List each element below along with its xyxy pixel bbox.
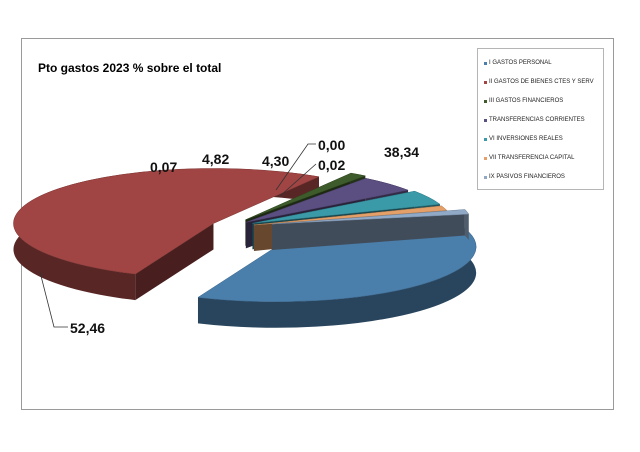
pie-slice-top — [245, 172, 367, 221]
legend-label: II GASTOS DE BIENES CTES Y SERV — [489, 79, 594, 85]
legend-swatch — [484, 137, 487, 141]
legend-label: IX PASIVOS FINANCIEROS — [489, 174, 565, 180]
leader-line — [39, 271, 68, 328]
legend-swatch — [484, 156, 487, 160]
legend-item-iii-gastos-financieros: III GASTOS FINANCIEROS — [484, 96, 563, 106]
legend-item-transferencias-corrientes: TRANSFERENCIAS CORRIENTES — [484, 115, 585, 125]
data-label-i-gastos-personal: 38,34 — [384, 144, 419, 160]
legend-label: VI INVERSIONES REALES — [489, 136, 563, 142]
pie-slice-ii-gastos-de-bienes-ctes-y-serv — [13, 168, 320, 301]
legend-item-ii-gastos-de-bienes-ctes-y-serv: II GASTOS DE BIENES CTES Y SERV — [484, 77, 594, 87]
legend-swatch — [484, 99, 487, 103]
data-label-ii-gastos-de-bienes-ctes-y-serv: 52,46 — [70, 320, 105, 336]
legend-label: I GASTOS PERSONAL — [489, 60, 552, 66]
legend-swatch — [484, 118, 487, 122]
pie-slice-top — [245, 178, 409, 223]
data-label-vii-transferencia-capital: 0,00 — [318, 137, 345, 153]
legend-label: III GASTOS FINANCIEROS — [489, 98, 564, 104]
pie-slice-cut — [135, 223, 214, 301]
legend-swatch — [484, 61, 487, 65]
pie-slice-ix-pasivos-financieros — [271, 209, 470, 251]
legend-swatch — [484, 175, 487, 179]
data-label-vi-inversiones-reales: 4,30 — [262, 153, 289, 169]
legend-item-vii-transferencia-capital: VII TRANSFERENCIA CAPITAL — [484, 153, 574, 163]
leader-line — [279, 163, 317, 197]
pie-slice-top — [197, 223, 477, 303]
pie-slice-side — [464, 209, 469, 241]
chart-legend: I GASTOS PERSONAL II GASTOS DE BIENES CTE… — [477, 48, 604, 190]
pie-slice-top — [253, 205, 448, 226]
chart-title: Pto gastos 2023 % sobre el total — [38, 61, 222, 75]
legend-item-vi-inversiones-reales: VI INVERSIONES REALES — [484, 134, 563, 144]
leader-line — [275, 143, 316, 191]
data-label-transferencias-corrientes: 4,82 — [202, 151, 229, 167]
legend-item-ix-pasivos-financieros: IX PASIVOS FINANCIEROS — [484, 172, 565, 182]
legend-label: VII TRANSFERENCIA CAPITAL — [489, 155, 575, 161]
pie-slice-top — [13, 168, 320, 275]
legend-item-i-gastos-personal: I GASTOS PERSONAL — [484, 58, 552, 68]
pie-slice-top — [271, 209, 470, 225]
data-label-ix-pasivos-financieros: 0,02 — [318, 157, 345, 173]
legend-swatch — [484, 80, 487, 84]
data-label-iii-gastos-financieros: 0,07 — [150, 159, 177, 175]
pie-slice-top — [252, 190, 441, 224]
pie-slice-cut — [272, 209, 465, 251]
legend-label: TRANSFERENCIAS CORRIENTES — [489, 117, 585, 123]
pie-slice-side — [197, 223, 477, 328]
